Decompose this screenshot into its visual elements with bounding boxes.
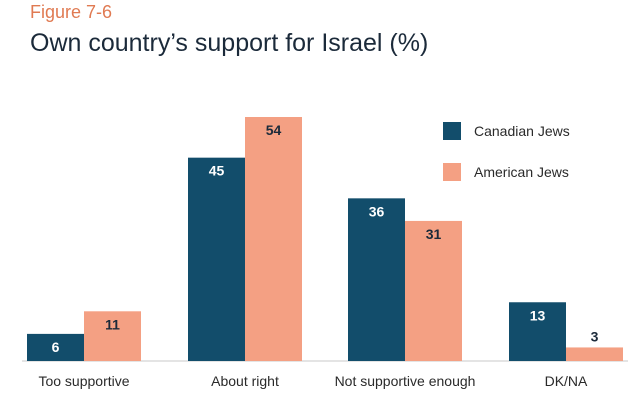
- tick-label-not-supportive-enough: Not supportive enough: [335, 373, 476, 389]
- tick-label-about-right: About right: [211, 373, 279, 389]
- value-labels-layer: 6 11 45 54 36 31 13 3: [52, 122, 599, 355]
- bar-canadian-jews-too-supportive: [27, 333, 84, 361]
- bar-american-jews-dk-na: [566, 347, 623, 361]
- tick-label-too-supportive: Too supportive: [38, 373, 129, 389]
- value-label-canadian-jews-dk-na: 13: [530, 307, 546, 323]
- bar-american-jews-not-supportive-enough: [405, 220, 462, 361]
- figure-label: Figure 7-6: [30, 2, 113, 22]
- legend: Canadian Jews American Jews: [443, 122, 570, 181]
- bar-canadian-jews-not-supportive-enough: [348, 198, 405, 361]
- value-label-american-jews-not-supportive-enough: 31: [426, 226, 442, 242]
- bar-canadian-jews-about-right: [188, 157, 245, 361]
- value-label-american-jews-about-right: 54: [266, 122, 282, 138]
- value-label-canadian-jews-too-supportive: 6: [52, 339, 60, 355]
- value-label-canadian-jews-not-supportive-enough: 36: [369, 203, 385, 219]
- value-label-canadian-jews-about-right: 45: [209, 163, 225, 179]
- bar-american-jews-too-supportive: [84, 311, 141, 361]
- legend-swatch-canadian-jews: [443, 122, 461, 140]
- bar-canadian-jews-dk-na: [509, 302, 566, 361]
- value-label-american-jews-too-supportive: 11: [105, 316, 120, 332]
- bars-layer: [27, 117, 623, 361]
- legend-label-canadian-jews: Canadian Jews: [474, 123, 570, 139]
- value-label-american-jews-dk-na: 3: [591, 328, 599, 344]
- tick-label-dk-na: DK/NA: [545, 373, 588, 389]
- legend-label-american-jews: American Jews: [474, 164, 569, 180]
- legend-swatch-american-jews: [443, 163, 461, 181]
- chart-title: Own country’s support for Israel (%): [30, 29, 429, 57]
- x-axis-ticks: Too supportive About right Not supportive …: [38, 373, 588, 389]
- bar-american-jews-about-right: [245, 117, 302, 361]
